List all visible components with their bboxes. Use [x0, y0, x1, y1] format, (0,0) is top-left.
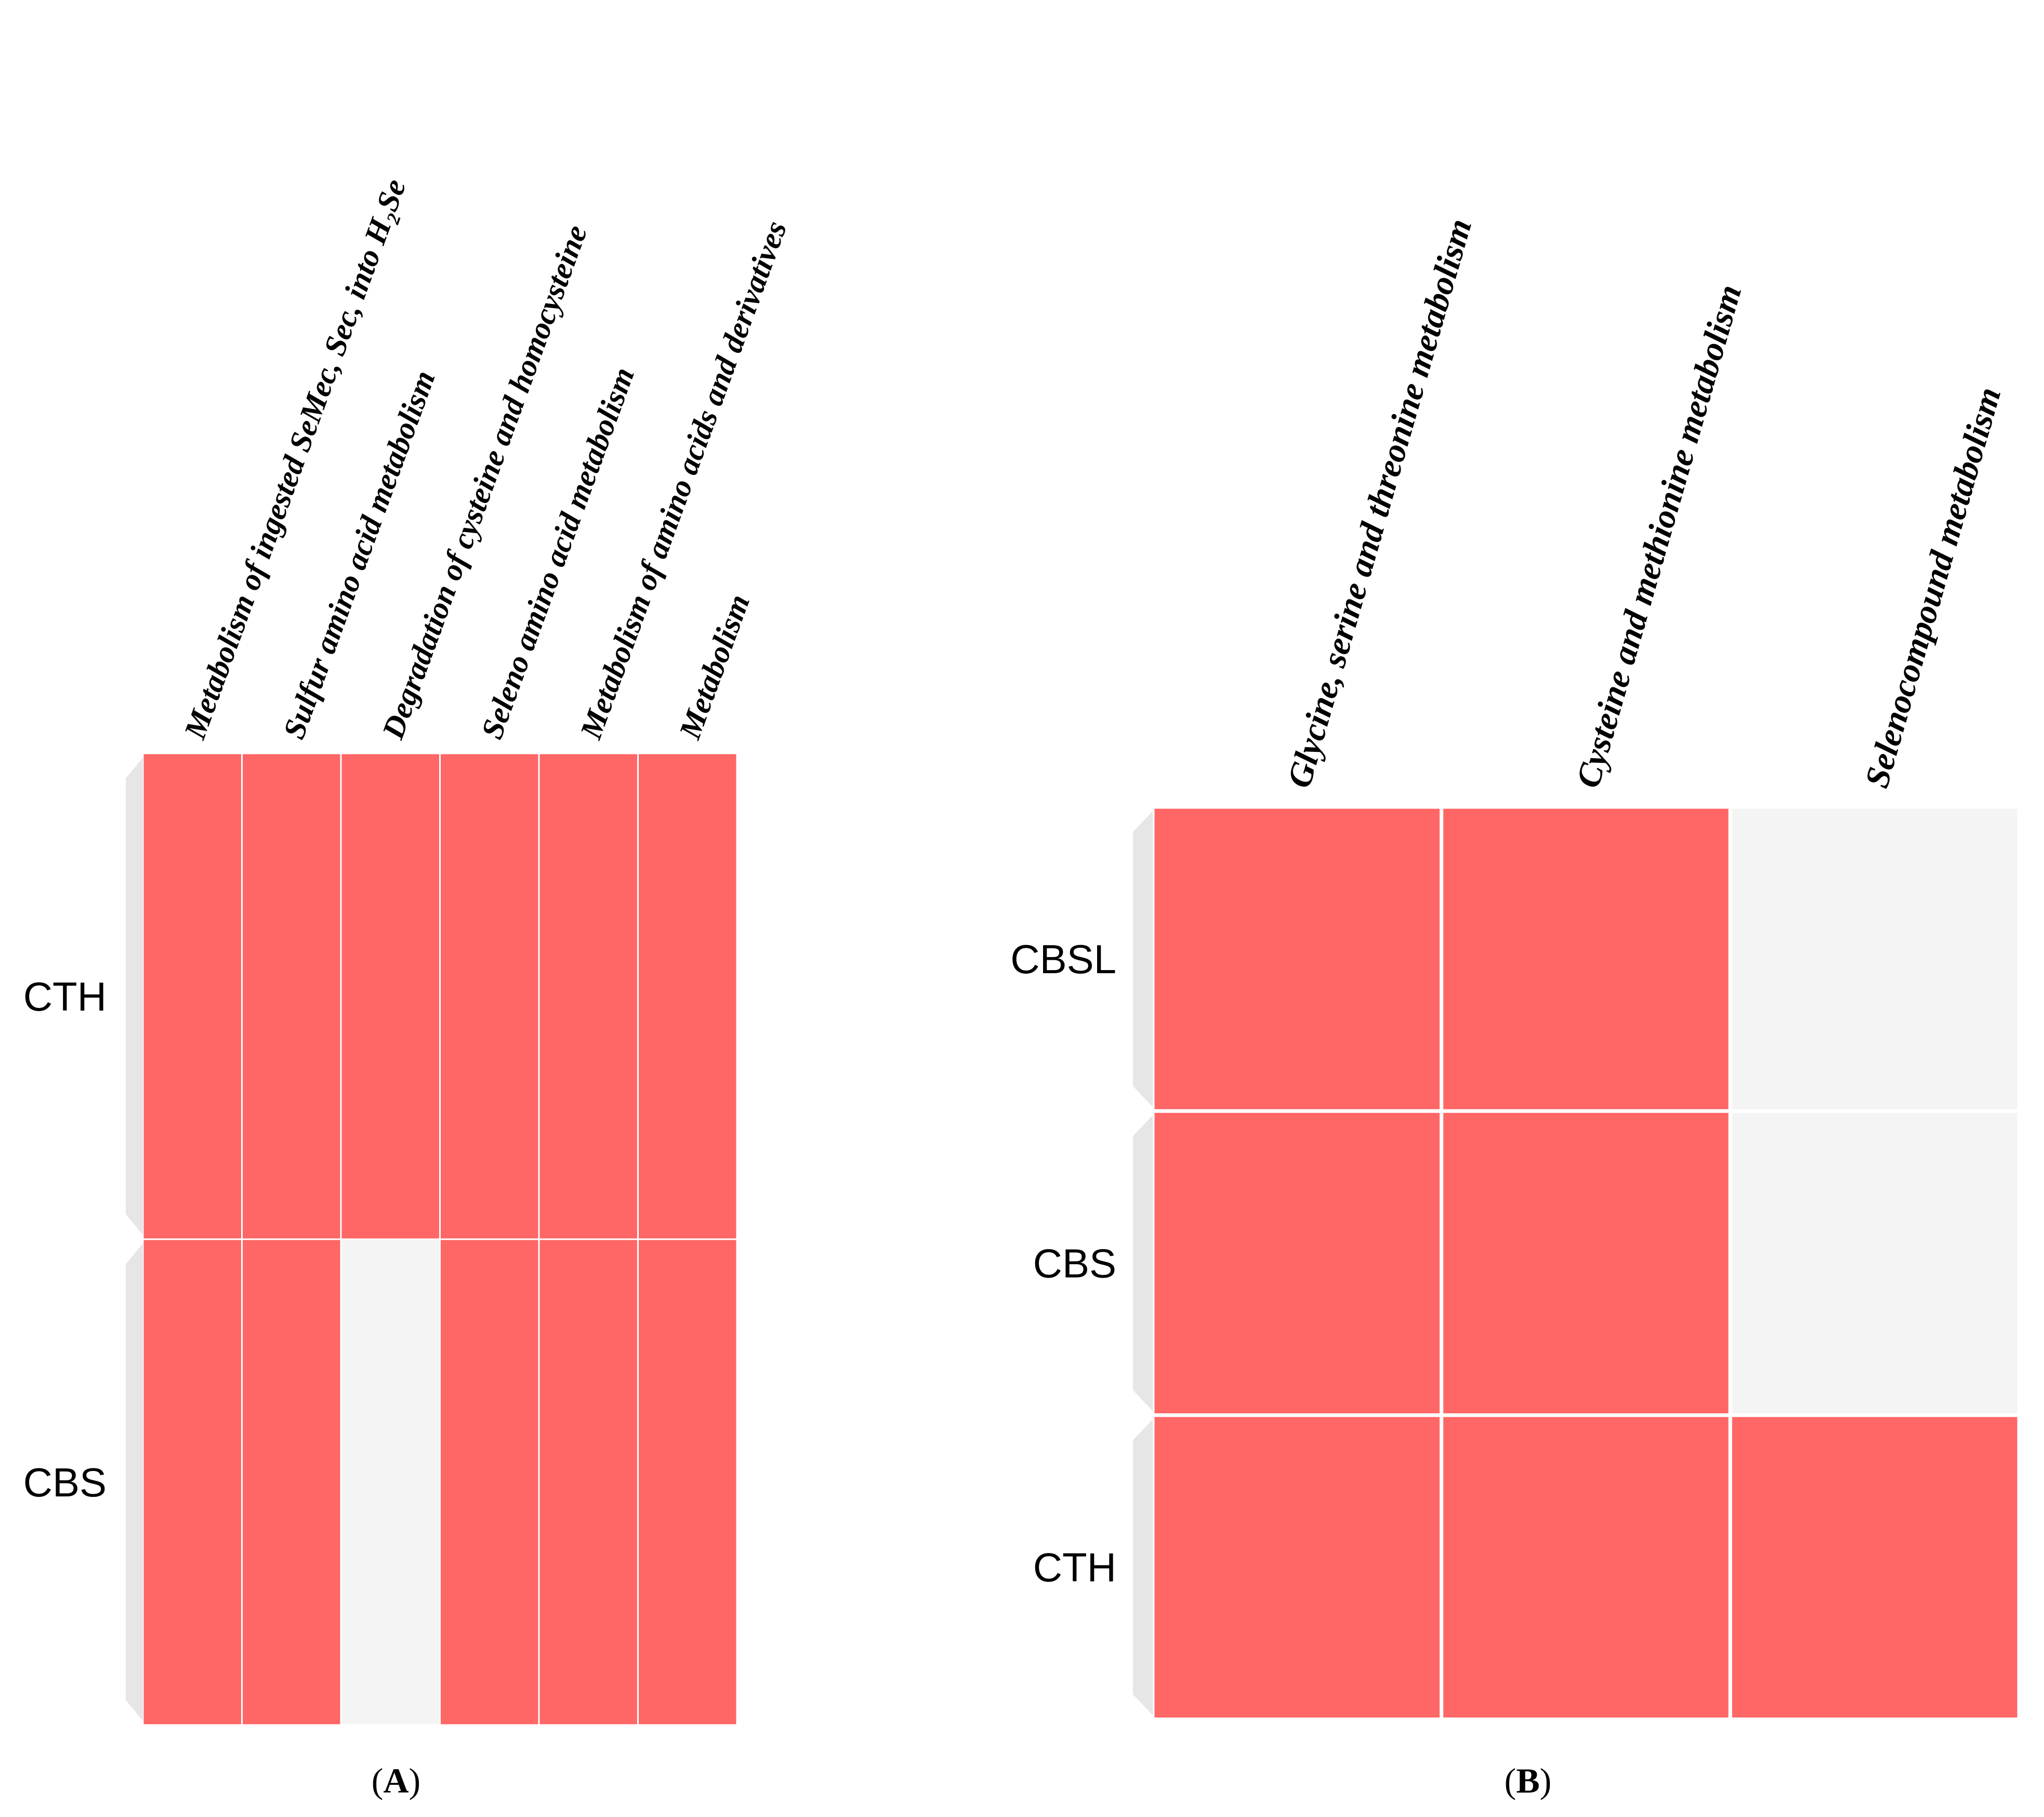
heatmap-cell-b-2-0	[1151, 1413, 1444, 1721]
heatmap-cell-a-0-4	[538, 752, 639, 1240]
heatmap-cell-b-1-1	[1440, 1109, 1732, 1417]
heatmap-cell-b-0-0	[1151, 805, 1444, 1113]
panel-label-a: (A)	[372, 1761, 420, 1800]
panel-label-b: (B)	[1505, 1761, 1552, 1800]
heatmap-cell-b-2-2	[1728, 1413, 2021, 1721]
heatmap-cell-a-0-1	[241, 752, 342, 1240]
heatmap-cell-a-0-2	[340, 752, 441, 1240]
row-label-b-cbsl: CBSL	[1010, 936, 1116, 982]
row-label-b-cth: CTH	[1033, 1545, 1116, 1590]
row-label-a-cbs: CBS	[23, 1460, 107, 1505]
heatmap-cell-a-1-4	[538, 1238, 639, 1726]
row-bracket-b-cbs	[1133, 1115, 1153, 1411]
column-label-b-0: Glycine, serine and threonine metabolism	[1280, 215, 1479, 792]
heatmap-cell-a-1-2	[340, 1238, 441, 1726]
row-bracket-b-cth	[1133, 1419, 1153, 1715]
column-label-b-2: Selenocompound metabolism	[1858, 383, 2009, 792]
heatmap-cell-a-0-0	[142, 752, 243, 1240]
heatmap-cell-a-1-5	[637, 1238, 738, 1726]
heatmap-cell-a-1-0	[142, 1238, 243, 1726]
column-label-a-5: Metabolism	[672, 590, 757, 744]
heatmap-cell-b-2-1	[1440, 1413, 1732, 1721]
heatmap-cell-b-0-1	[1440, 805, 1732, 1113]
heatmap-cell-b-1-2	[1728, 1109, 2021, 1417]
row-bracket-a-cth	[126, 758, 143, 1235]
row-bracket-a-cbs	[126, 1243, 143, 1721]
heatmap-cell-a-0-3	[439, 752, 540, 1240]
heatmap-cell-a-1-1	[241, 1238, 342, 1726]
heatmap-cell-b-0-2	[1728, 805, 2021, 1113]
column-label-a-4: Metabolism of amino acids and derivative…	[573, 217, 793, 744]
column-label-a-2: Degradation of cysteine and homocysteine	[375, 220, 594, 744]
heatmap-cell-a-1-3	[439, 1238, 540, 1726]
row-label-b-cbs: CBS	[1033, 1240, 1116, 1286]
row-label-a-cth: CTH	[23, 974, 107, 1019]
panel-b: CBSL CBS CTH Glycine, serine and threonine …	[1010, 215, 2021, 1800]
heatmap-cell-b-1-0	[1151, 1109, 1444, 1417]
row-bracket-b-cbsl	[1133, 811, 1153, 1107]
column-label-b-1: Cysteine and methionine metabolism	[1569, 281, 1749, 792]
heatmap-cell-a-0-5	[637, 752, 738, 1240]
